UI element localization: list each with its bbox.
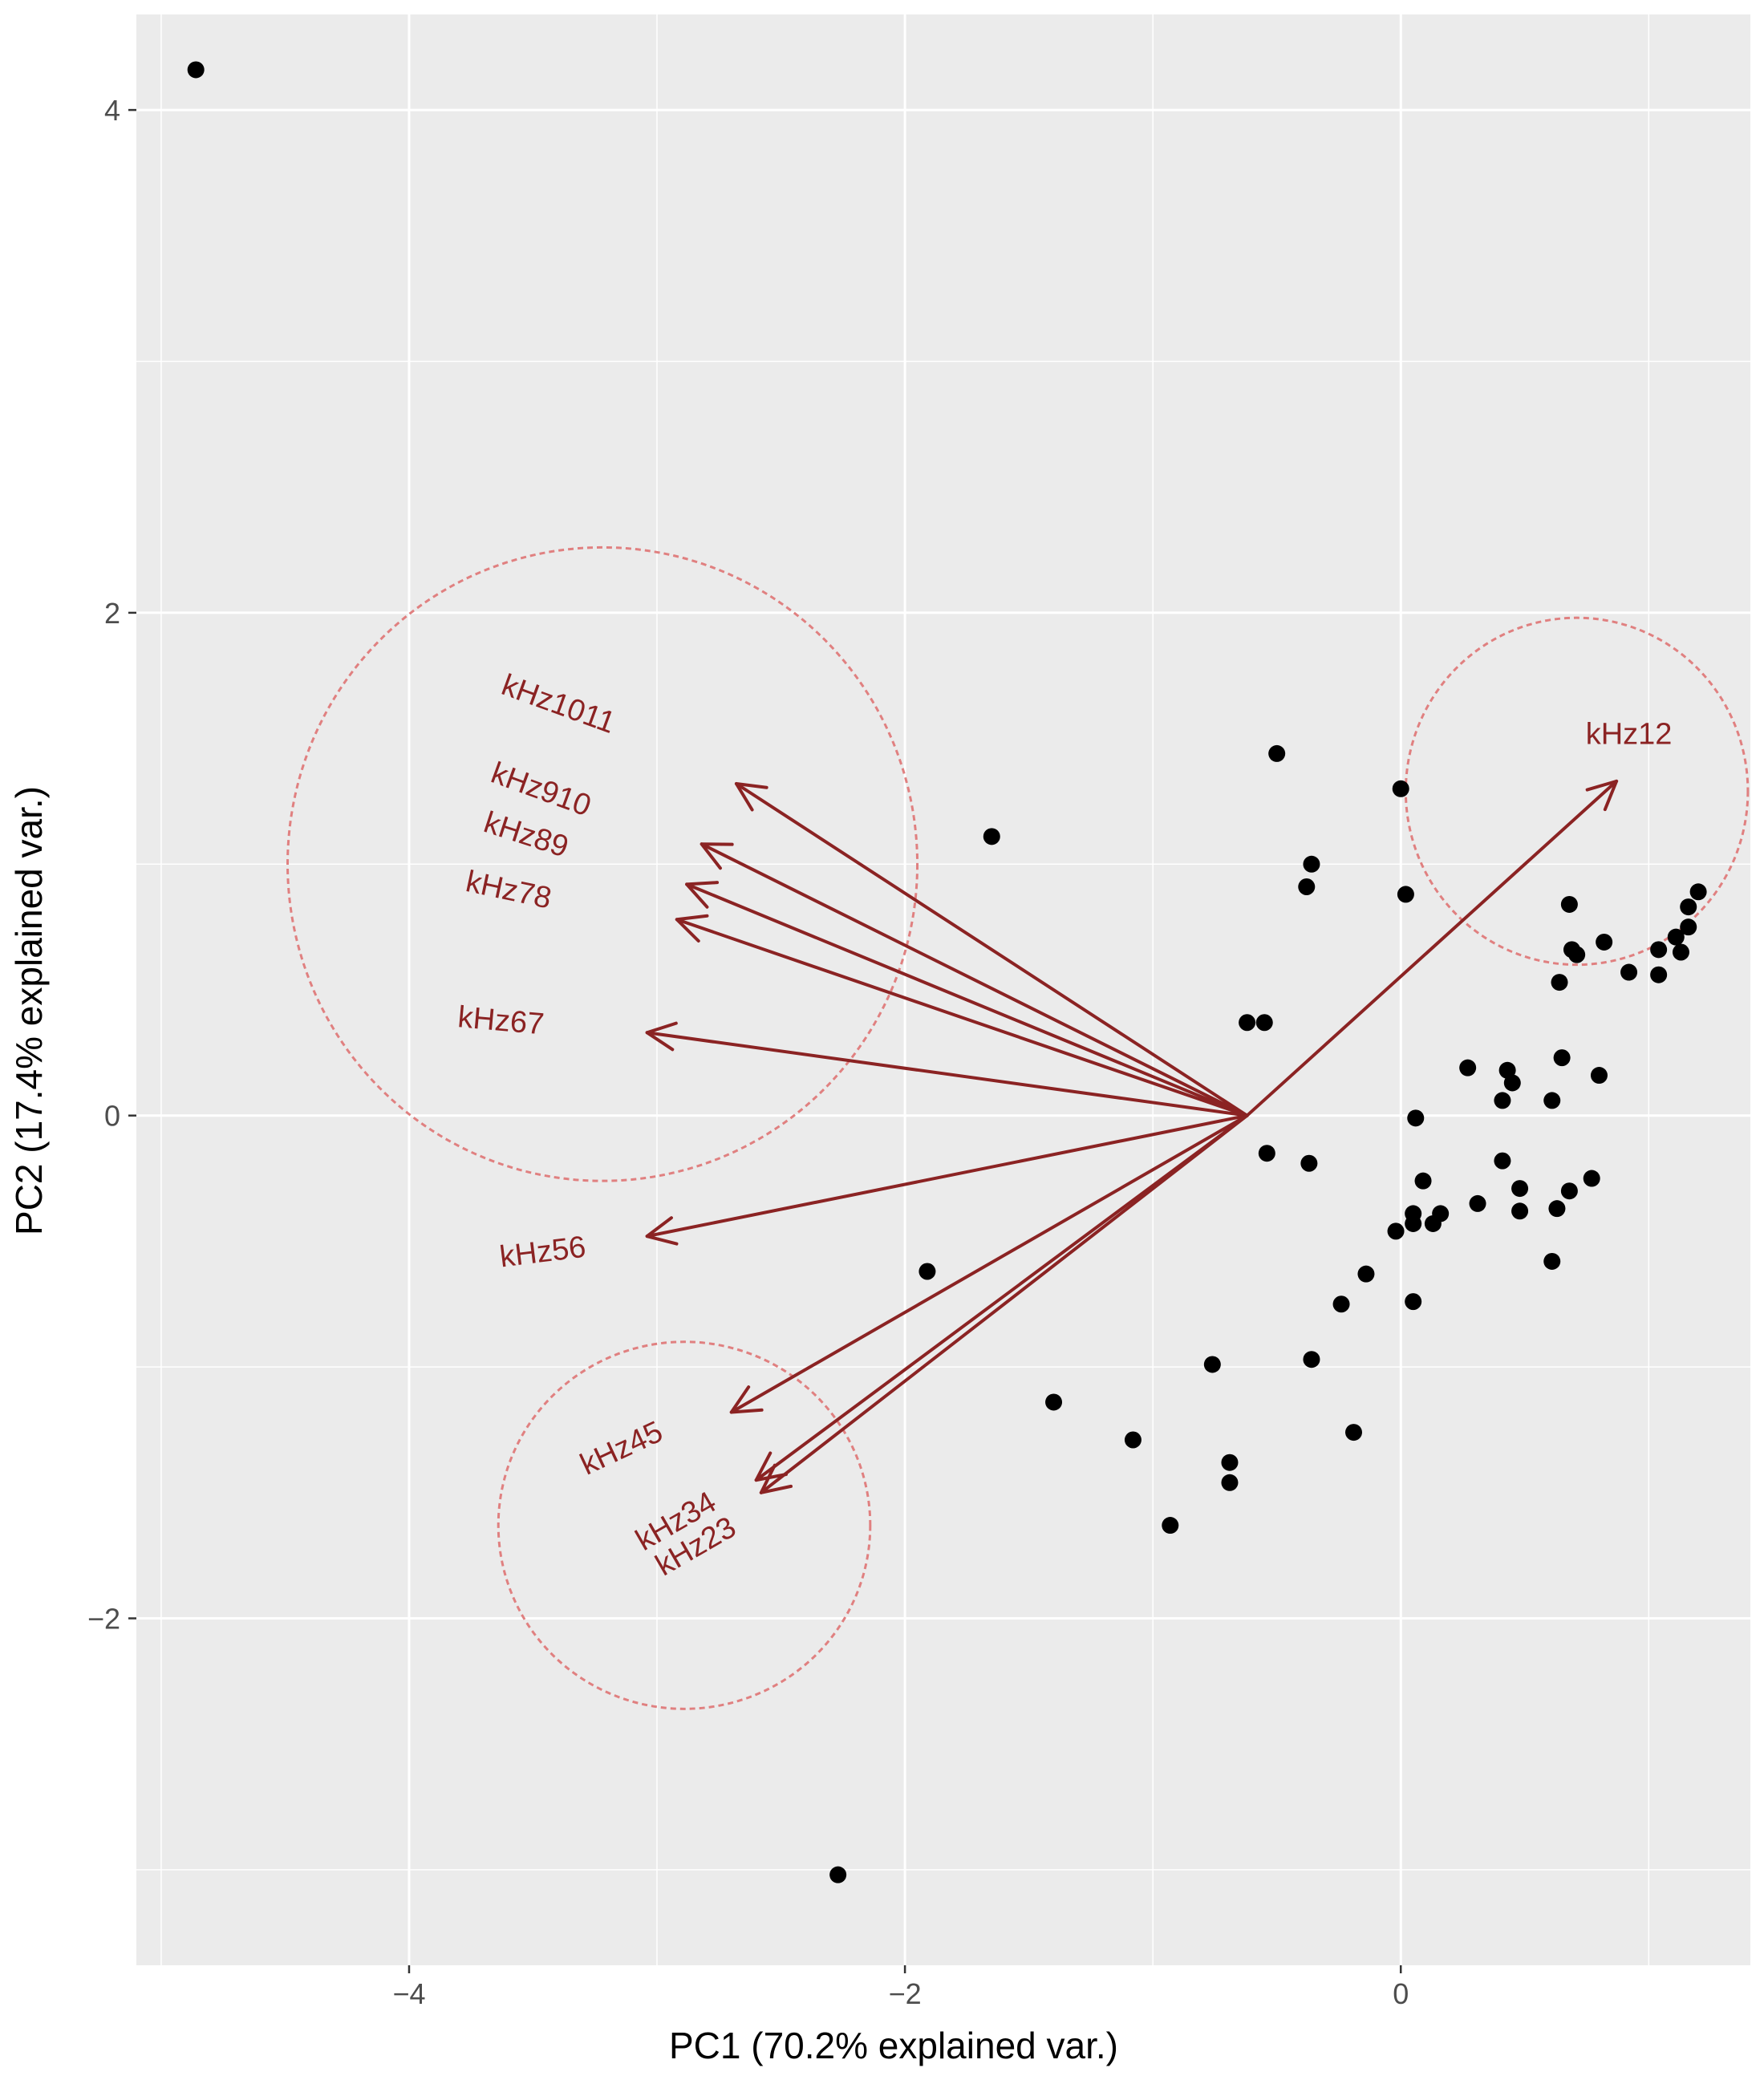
data-point bbox=[1672, 943, 1689, 961]
data-point bbox=[1650, 941, 1668, 959]
data-point bbox=[1303, 855, 1320, 873]
axes: −4 −2 0 −2 0 2 4 bbox=[87, 94, 1409, 2010]
data-point bbox=[1494, 1092, 1511, 1109]
data-point bbox=[1543, 1092, 1561, 1109]
data-point bbox=[1590, 1067, 1608, 1085]
arrow-head bbox=[754, 1451, 788, 1482]
arrow-head bbox=[675, 914, 709, 943]
data-point bbox=[1650, 966, 1668, 983]
data-point bbox=[1045, 1393, 1063, 1411]
loading-arrows bbox=[645, 779, 1619, 1494]
data-point bbox=[1432, 1205, 1450, 1222]
data-point bbox=[1303, 1351, 1320, 1368]
group-ellipse bbox=[497, 1340, 872, 1710]
data-point bbox=[1298, 878, 1316, 896]
arrow-head bbox=[1585, 779, 1619, 812]
data-point bbox=[1560, 895, 1578, 913]
data-point bbox=[1459, 1059, 1477, 1076]
data-point bbox=[1221, 1454, 1239, 1471]
data-point bbox=[1203, 1356, 1221, 1373]
data-point bbox=[1405, 1293, 1422, 1311]
arrow-head bbox=[685, 881, 720, 909]
grid-lines bbox=[136, 14, 1750, 1965]
data-point bbox=[1548, 1200, 1566, 1218]
x-tick-label: −2 bbox=[889, 1977, 922, 2010]
loading-arrow bbox=[675, 918, 1249, 1117]
x-axis-title: PC1 (70.2% explained var.) bbox=[669, 2025, 1118, 2066]
data-point bbox=[1407, 1109, 1425, 1127]
data-point bbox=[1553, 1049, 1571, 1067]
data-point bbox=[1221, 1474, 1239, 1491]
x-tick-label: −4 bbox=[392, 1977, 425, 2010]
loading-label: kHz67 bbox=[456, 1000, 545, 1041]
arrow-head bbox=[645, 1216, 679, 1246]
loading-arrow bbox=[754, 1113, 1249, 1482]
data-point bbox=[1300, 1154, 1318, 1172]
loading-arrow bbox=[734, 782, 1249, 1117]
y-tick-label: 0 bbox=[104, 1100, 120, 1133]
data-point bbox=[1344, 1424, 1362, 1441]
data-point bbox=[1551, 974, 1568, 991]
data-point bbox=[1469, 1194, 1486, 1212]
data-point bbox=[1268, 744, 1286, 762]
loading-arrow bbox=[759, 1113, 1249, 1494]
scatter-points bbox=[187, 61, 1707, 1883]
data-point bbox=[1543, 1252, 1561, 1270]
loading-arrow bbox=[685, 882, 1249, 1117]
data-point bbox=[1680, 898, 1697, 916]
y-axis-title: PC2 (17.4% explained var.) bbox=[8, 786, 50, 1235]
data-point bbox=[1357, 1265, 1375, 1283]
data-point bbox=[1239, 1014, 1256, 1032]
arrow-head bbox=[729, 1385, 764, 1414]
data-point bbox=[1258, 1145, 1275, 1162]
data-point bbox=[1503, 1074, 1521, 1092]
arrow-head bbox=[734, 782, 768, 812]
data-point bbox=[1620, 963, 1638, 981]
y-tick-label: −2 bbox=[87, 1603, 120, 1636]
arrow-head bbox=[645, 1021, 678, 1052]
loading-arrow bbox=[645, 1031, 1249, 1117]
data-point bbox=[918, 1263, 936, 1280]
data-point bbox=[983, 828, 1000, 845]
data-point bbox=[1494, 1152, 1511, 1170]
data-point bbox=[1414, 1172, 1432, 1190]
arrow-head bbox=[700, 842, 734, 870]
loading-label: kHz12 bbox=[1586, 717, 1673, 751]
loading-arrow bbox=[1245, 779, 1619, 1117]
y-tick-label: 2 bbox=[104, 597, 120, 630]
x-tick-label: 0 bbox=[1393, 1977, 1409, 2010]
data-point bbox=[1162, 1517, 1179, 1535]
data-point bbox=[1255, 1014, 1273, 1032]
loading-arrow bbox=[645, 1113, 1249, 1239]
arrow-head bbox=[759, 1463, 793, 1494]
data-point bbox=[829, 1866, 847, 1883]
data-point bbox=[1397, 886, 1414, 903]
data-point bbox=[1511, 1202, 1529, 1220]
loading-arrow bbox=[729, 1113, 1249, 1414]
data-point bbox=[1583, 1170, 1600, 1187]
data-point bbox=[1568, 946, 1586, 963]
loading-arrow bbox=[700, 842, 1249, 1117]
data-point bbox=[1124, 1431, 1142, 1449]
group-ellipse bbox=[286, 545, 919, 1182]
data-point bbox=[1332, 1295, 1350, 1313]
data-point bbox=[1667, 928, 1685, 946]
data-point bbox=[1596, 933, 1613, 951]
data-point bbox=[1560, 1182, 1578, 1200]
y-tick-label: 4 bbox=[104, 94, 120, 127]
data-point bbox=[1387, 1222, 1405, 1240]
data-point bbox=[1511, 1180, 1529, 1198]
data-point bbox=[1405, 1214, 1422, 1232]
data-point bbox=[1689, 883, 1707, 901]
data-point bbox=[1680, 918, 1697, 936]
data-point bbox=[187, 61, 205, 79]
data-point bbox=[1392, 780, 1409, 797]
